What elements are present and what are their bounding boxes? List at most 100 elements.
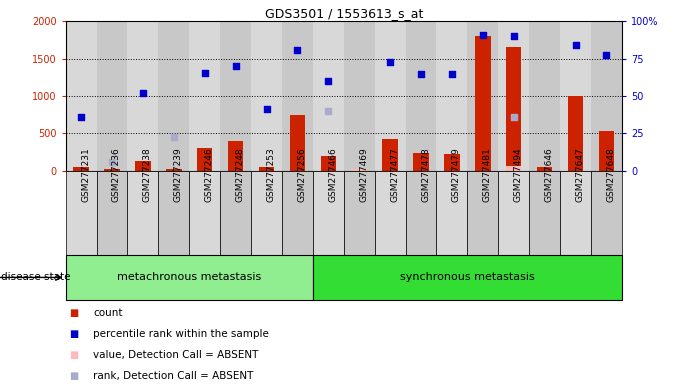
Bar (197, 148, 212, 171)
Text: GSM277494: GSM277494 (513, 148, 522, 202)
Bar (158, 21, 189, 171)
Bar (282, 21, 313, 171)
Bar (352, 169, 367, 171)
Text: ■: ■ (69, 308, 78, 318)
Text: ■: ■ (69, 350, 78, 360)
Text: GSM277248: GSM277248 (236, 148, 245, 202)
Point (570, 42, 581, 48)
Bar (66, 171, 97, 255)
Bar (290, 116, 305, 171)
Text: GSM277648: GSM277648 (607, 148, 616, 202)
Point (199, 70, 210, 76)
Point (477, 32, 489, 38)
Text: GSM277238: GSM277238 (143, 148, 152, 202)
Bar (189, 171, 220, 255)
Bar (529, 21, 560, 171)
Bar (282, 171, 313, 255)
Bar (352, 169, 367, 171)
Bar (406, 171, 437, 255)
Point (415, 71, 426, 77)
Text: percentile rank within the sample: percentile rank within the sample (93, 329, 269, 339)
Bar (444, 154, 460, 171)
Bar (220, 21, 251, 171)
Bar (66, 255, 313, 300)
Bar (382, 139, 398, 171)
Title: GDS3501 / 1553613_s_at: GDS3501 / 1553613_s_at (265, 7, 423, 20)
Bar (537, 167, 552, 171)
Bar (166, 169, 182, 171)
Text: rank, Detection Call = ABSENT: rank, Detection Call = ABSENT (93, 371, 254, 381)
Point (106, 159, 117, 165)
Bar (406, 21, 437, 171)
Bar (475, 36, 491, 171)
Point (446, 71, 457, 77)
Bar (127, 21, 158, 171)
Bar (467, 171, 498, 255)
Point (230, 63, 241, 69)
Bar (437, 21, 467, 171)
Bar (220, 171, 251, 255)
Bar (228, 141, 243, 171)
Bar (413, 153, 428, 171)
Bar (598, 131, 614, 171)
Text: value, Detection Call = ABSENT: value, Detection Call = ABSENT (93, 350, 258, 360)
Bar (375, 21, 406, 171)
Bar (506, 166, 522, 171)
Text: GSM277239: GSM277239 (174, 148, 183, 202)
Text: GSM277647: GSM277647 (576, 148, 585, 202)
Point (323, 108, 334, 114)
Text: GSM277256: GSM277256 (297, 148, 306, 202)
Point (261, 106, 272, 113)
Point (508, 114, 519, 120)
Point (138, 90, 149, 96)
Bar (498, 21, 529, 171)
Point (601, 52, 612, 58)
Text: ■: ■ (69, 329, 78, 339)
Bar (321, 156, 336, 171)
Text: GSM277469: GSM277469 (359, 148, 368, 202)
Bar (506, 47, 522, 171)
Bar (66, 21, 97, 171)
Bar (158, 171, 189, 255)
Point (169, 134, 180, 140)
Text: GSM277646: GSM277646 (545, 148, 553, 202)
Bar (127, 171, 158, 255)
Point (323, 78, 334, 84)
Text: GSM277478: GSM277478 (421, 148, 430, 202)
Bar (259, 167, 274, 171)
Text: synchronous metastasis: synchronous metastasis (400, 272, 535, 283)
Bar (529, 171, 560, 255)
Point (385, 58, 396, 65)
Bar (343, 171, 375, 255)
Bar (104, 169, 120, 171)
Text: GSM277477: GSM277477 (390, 148, 399, 202)
Bar (591, 21, 622, 171)
Bar (437, 171, 467, 255)
Bar (251, 171, 282, 255)
Text: GSM277236: GSM277236 (112, 148, 121, 202)
Text: GSM277246: GSM277246 (205, 148, 214, 202)
Text: GSM277231: GSM277231 (81, 148, 90, 202)
Point (292, 47, 303, 53)
Point (75, 114, 86, 120)
Bar (189, 21, 220, 171)
Bar (313, 255, 622, 300)
Text: GSM277479: GSM277479 (452, 148, 461, 202)
Bar (560, 21, 591, 171)
Bar (73, 167, 89, 171)
Bar (591, 171, 622, 255)
Text: count: count (93, 308, 123, 318)
Text: GSM277466: GSM277466 (328, 148, 337, 202)
Bar (135, 161, 151, 171)
Bar (313, 171, 343, 255)
Bar (343, 21, 375, 171)
Bar (97, 171, 127, 255)
Text: metachronous metastasis: metachronous metastasis (117, 272, 261, 283)
Text: GSM277253: GSM277253 (267, 148, 276, 202)
Text: disease state: disease state (1, 272, 70, 283)
Text: GSM277481: GSM277481 (483, 148, 492, 202)
Bar (560, 171, 591, 255)
Bar (568, 96, 583, 171)
Bar (97, 21, 127, 171)
Bar (251, 21, 282, 171)
